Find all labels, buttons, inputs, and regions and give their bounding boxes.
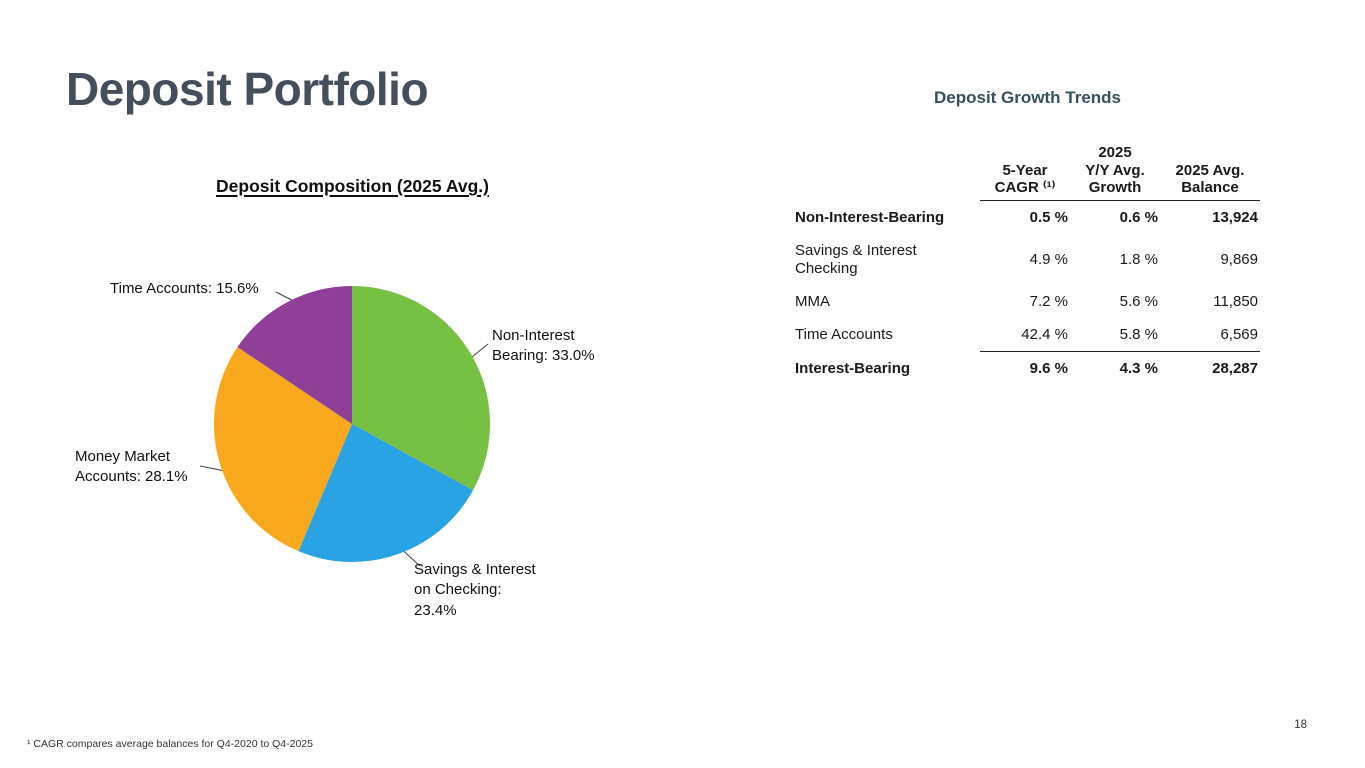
row-label: Savings & Interest Checking (795, 242, 917, 277)
cell-balance: 9,869 (1220, 251, 1258, 269)
table-row-non-interest-bearing: Non-Interest-Bearing 0.5 % 0.6 % 13,924 (795, 201, 1260, 234)
cell-growth: 0.6 % (1119, 209, 1158, 227)
row-label: Interest-Bearing (795, 360, 911, 378)
page-number: 18 (1294, 719, 1307, 731)
column-header-yy-growth: 2025 Y/Y Avg. Growth (1070, 144, 1160, 202)
cell-balance: 13,924 (1212, 209, 1258, 227)
leader-line-money-market (199, 465, 226, 472)
cell-balance: 11,850 (1213, 292, 1258, 310)
cell-cagr: 42.4 % (980, 318, 1070, 353)
column-header-avg-balance: 2025 Avg. Balance (1160, 162, 1260, 202)
table-grid: 5-Year CAGR ⁽¹⁾ 2025 Y/Y Avg. Growth 202… (795, 144, 1260, 385)
cell-growth: 4.3 % (1119, 360, 1158, 378)
pie-slice-savings-interest-checking (298, 424, 474, 562)
table-row-mma: MMA 7.2 % 5.6 % 11,850 (795, 285, 1260, 318)
table-header-row: 5-Year CAGR ⁽¹⁾ 2025 Y/Y Avg. Growth 202… (795, 144, 1260, 202)
table-row-savings-interest-checking: Savings & Interest Checking 4.9 % 1.8 % … (795, 234, 1260, 285)
deposit-composition-pie (199, 286, 490, 567)
callout-non-interest-bearing: Non-Interest Bearing: 33.0% (492, 327, 595, 365)
slide-title: Deposit Portfolio (66, 63, 429, 115)
cell-growth: 5.8 % (1070, 318, 1160, 353)
deposit-growth-table: Deposit Growth Trends 5-Year CAGR ⁽¹⁾ 20… (795, 88, 1260, 385)
cell-growth: 1.8 % (1119, 251, 1158, 269)
callout-savings-interest-checking: Savings & Interest on Checking: 23.4% (414, 561, 536, 619)
cell-cagr: 0.5 % (1029, 209, 1068, 227)
pie-chart-title: Deposit Composition (2025 Avg.) (216, 176, 489, 196)
cell-growth: 5.6 % (1119, 292, 1158, 310)
cell-cagr: 4.9 % (1029, 251, 1068, 269)
pie-slice-money-market-accounts (214, 347, 352, 552)
callout-money-market-accounts: Money Market Accounts: 28.1% (75, 448, 188, 486)
row-label: MMA (795, 292, 830, 310)
cell-balance: 6,569 (1160, 318, 1260, 353)
footnote: ¹ CAGR compares average balances for Q4-… (27, 738, 313, 750)
pie-slice-non-interest-bearing (352, 286, 490, 491)
cell-cagr: 7.2 % (1029, 292, 1068, 310)
pie-slice-time-accounts (237, 286, 352, 424)
callout-time-accounts: Time Accounts: 15.6% (110, 280, 259, 297)
table-title: Deposit Growth Trends (933, 88, 1122, 107)
cell-balance: 28,287 (1212, 360, 1258, 378)
table-row-time-accounts: Time Accounts 42.4 % 5.8 % 6,569 (795, 318, 1260, 353)
table-row-interest-bearing: Interest-Bearing 9.6 % 4.3 % 28,287 (795, 352, 1260, 385)
row-label: Time Accounts (795, 326, 893, 344)
column-header-cagr: 5-Year CAGR ⁽¹⁾ (980, 162, 1070, 202)
row-label: Non-Interest-Bearing (795, 209, 945, 227)
cell-cagr: 9.6 % (1029, 360, 1068, 378)
